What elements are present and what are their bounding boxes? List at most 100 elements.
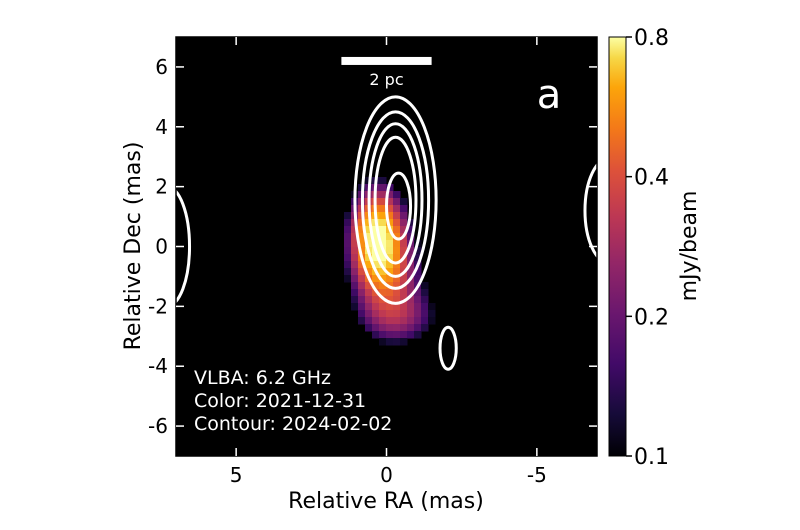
y-tick-label: -2: [148, 294, 168, 318]
flux-pixel: [379, 303, 387, 311]
flux-pixel: [344, 212, 352, 220]
flux-pixel: [386, 240, 394, 248]
colorbar-tick-label: 0.1: [634, 445, 669, 470]
flux-pixel: [344, 240, 352, 248]
flux-pixel: [372, 233, 380, 241]
flux-pixel: [344, 233, 352, 241]
flux-pixel: [386, 268, 394, 276]
flux-pixel: [407, 317, 415, 325]
flux-pixel: [344, 275, 352, 283]
flux-pixel: [421, 303, 429, 311]
y-tick-label: 6: [155, 55, 168, 79]
flux-pixel: [407, 247, 415, 255]
flux-pixel: [372, 296, 380, 304]
flux-pixel: [365, 254, 373, 262]
flux-pixel: [379, 219, 387, 227]
flux-pixel: [372, 303, 380, 311]
y-tick-label: -6: [148, 414, 168, 438]
flux-pixel: [414, 296, 422, 304]
flux-pixel: [414, 310, 422, 318]
scale-bar: [341, 56, 432, 65]
flux-pixel: [365, 261, 373, 269]
flux-pixel: [379, 331, 387, 339]
colorbar-tick-label: 0.4: [634, 166, 669, 191]
flux-pixel: [400, 226, 408, 234]
flux-pixel: [393, 317, 401, 325]
flux-pixel: [393, 282, 401, 290]
flux-pixel: [351, 247, 359, 255]
flux-pixel: [393, 338, 401, 346]
flux-pixel: [358, 275, 366, 283]
flux-pixel: [386, 191, 394, 199]
flux-pixel: [351, 261, 359, 269]
flux-pixel: [379, 289, 387, 297]
flux-pixel: [344, 226, 352, 234]
flux-pixel: [393, 233, 401, 241]
y-axis: 6 4 2 0 -2 -4 -6: [148, 55, 597, 438]
flux-pixel: [358, 219, 366, 227]
flux-pixel: [358, 261, 366, 269]
flux-pixel: [393, 331, 401, 339]
flux-pixel: [407, 296, 415, 304]
flux-pixel: [393, 191, 401, 199]
flux-pixel: [351, 275, 359, 283]
flux-pixel: [358, 289, 366, 297]
flux-pixel: [414, 317, 422, 325]
flux-pixel: [386, 331, 394, 339]
flux-pixel: [365, 226, 373, 234]
flux-pixel: [393, 212, 401, 220]
flux-pixel: [358, 240, 366, 248]
flux-pixel: [400, 317, 408, 325]
x-tick-label: 5: [230, 463, 243, 487]
flux-pixel: [414, 303, 422, 311]
flux-pixel: [400, 289, 408, 297]
flux-pixel: [379, 268, 387, 276]
flux-pixel: [379, 338, 387, 346]
flux-pixel: [428, 303, 436, 311]
flux-pixel: [400, 247, 408, 255]
scale-bar-group: 2 pc: [341, 56, 432, 89]
flux-pixel: [400, 261, 408, 269]
contour-6: [176, 189, 192, 304]
contour-2: [367, 122, 424, 278]
contour-1: [360, 110, 431, 290]
contour-5: [438, 325, 458, 371]
flux-pixel: [421, 296, 429, 304]
flux-pixel: [393, 289, 401, 297]
flux-pixel: [386, 261, 394, 269]
flux-pixel: [344, 247, 352, 255]
flux-pixel: [372, 226, 380, 234]
flux-pixel: [421, 310, 429, 318]
flux-pixel: [386, 233, 394, 241]
flux-pixel: [351, 268, 359, 276]
flux-pixel: [393, 275, 401, 283]
flux-pixel: [372, 282, 380, 290]
flux-pixel: [379, 282, 387, 290]
flux-pixel: [400, 205, 408, 213]
colorbar-label: mJy/beam: [677, 191, 702, 302]
contour-set: [176, 95, 597, 371]
flux-pixel: [358, 296, 366, 304]
colorbar: [608, 36, 627, 457]
flux-pixel: [344, 254, 352, 262]
flux-pixel: [400, 240, 408, 248]
flux-pixel: [393, 247, 401, 255]
colorbar-ticks: 0.8 0.4 0.2 0.1: [626, 26, 669, 470]
x-tick-label: 0: [380, 463, 393, 487]
flux-pixel: [379, 254, 387, 262]
flux-pixel: [414, 289, 422, 297]
flux-pixel: [379, 226, 387, 234]
y-tick-label: -4: [148, 354, 168, 378]
flux-pixel: [379, 310, 387, 318]
flux-pixel: [407, 282, 415, 290]
flux-pixel: [407, 310, 415, 318]
scale-bar-label: 2 pc: [369, 70, 403, 89]
flux-pixel: [393, 310, 401, 318]
flux-pixel: [421, 317, 429, 325]
flux-pixel: [372, 317, 380, 325]
flux-pixel: [400, 338, 408, 346]
flux-pixel: [414, 254, 422, 262]
x-axis: 5 0 -5: [230, 37, 547, 487]
flux-pixel: [365, 317, 373, 325]
